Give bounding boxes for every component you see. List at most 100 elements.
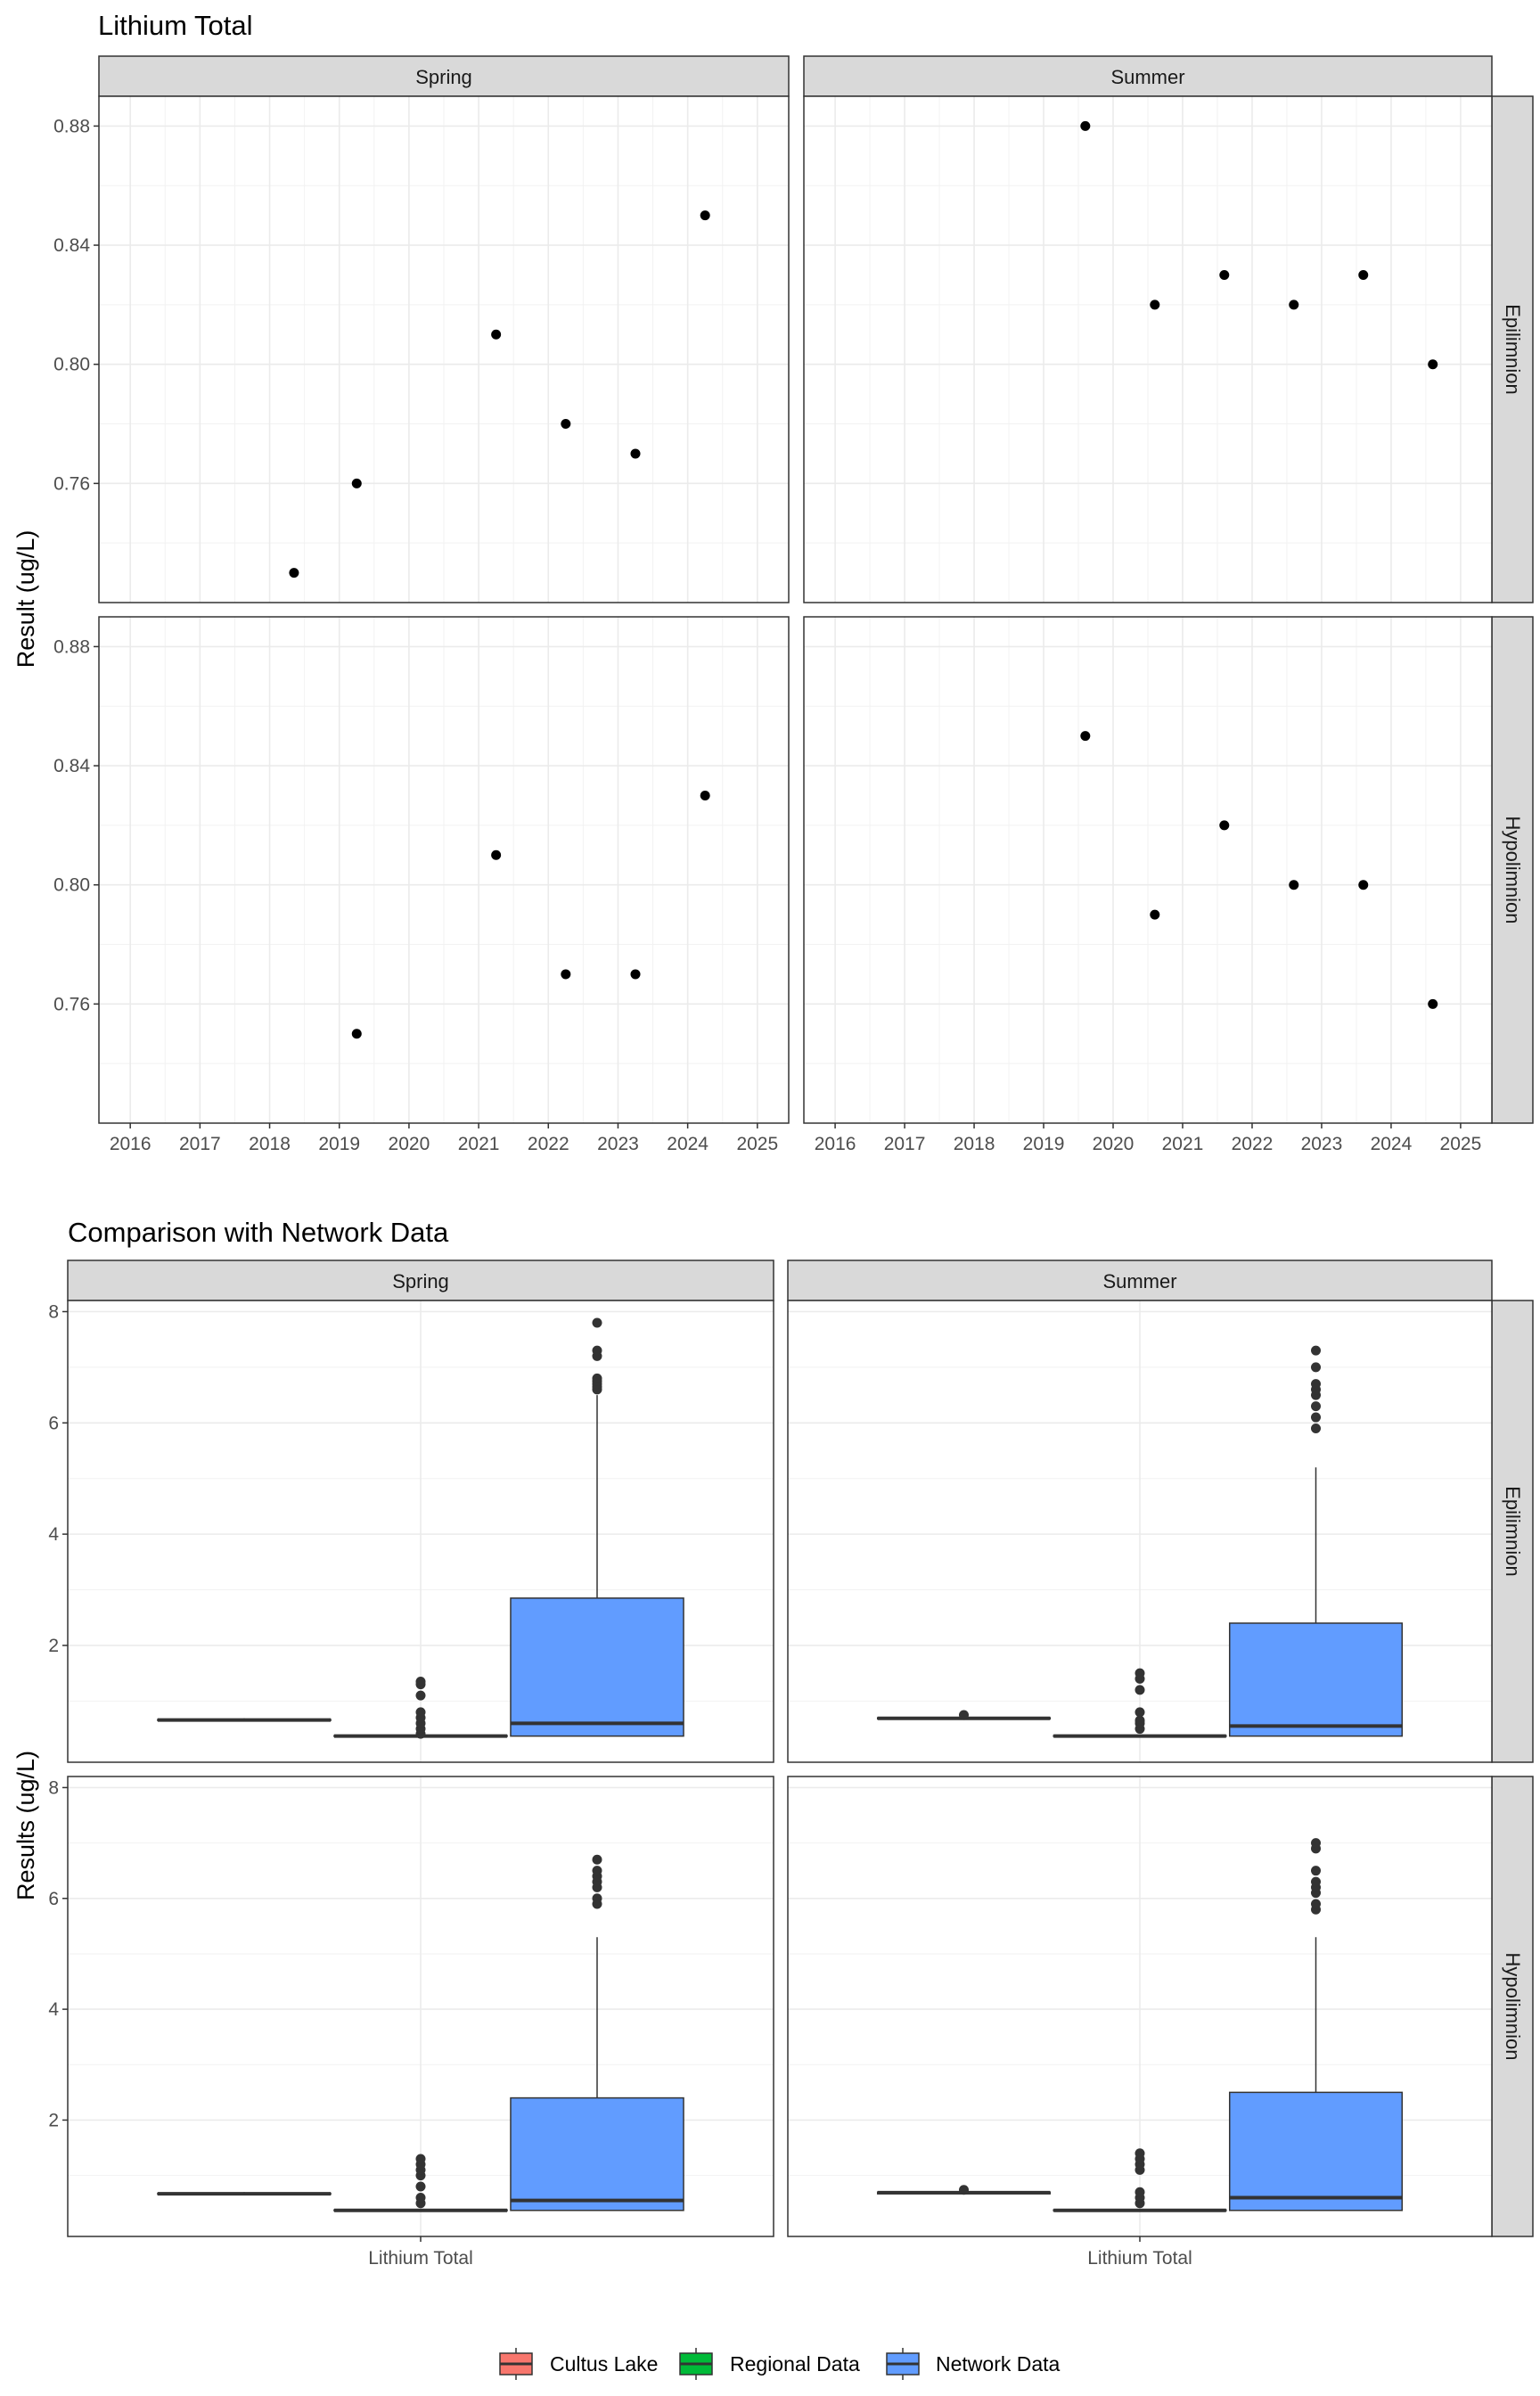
x-tick-label: 2019 bbox=[318, 1134, 360, 1154]
facet-strip-label: Hypolimnion bbox=[1502, 1952, 1524, 2060]
facet-strip-summer bbox=[787, 1260, 1493, 1301]
legend-label: Cultus Lake bbox=[550, 2352, 658, 2375]
box-network-data bbox=[510, 1317, 684, 1737]
box-network-data bbox=[1228, 1345, 1404, 1737]
box-network-data bbox=[1228, 1838, 1404, 2211]
box-cultus-lake bbox=[876, 1710, 1052, 1720]
outlier-point bbox=[1135, 2187, 1145, 2197]
y-tick-label: 0.76 bbox=[53, 473, 90, 494]
data-point bbox=[1219, 820, 1230, 831]
box-body bbox=[510, 1597, 684, 1737]
facet-strip-hypolimnion bbox=[1491, 616, 1534, 1124]
data-point bbox=[1358, 880, 1369, 890]
box-regional-data bbox=[333, 1677, 508, 1739]
facet-panel-spring-epilimnion bbox=[98, 95, 790, 603]
facet-panel-spring-hypolimnion bbox=[67, 1776, 774, 2237]
facet-strip-spring bbox=[98, 55, 790, 97]
x-tick-label: 2020 bbox=[389, 1134, 430, 1154]
y-tick-label: 8 bbox=[48, 1777, 59, 1798]
y-tick-label: 0.84 bbox=[53, 235, 90, 256]
y-tick-label: 4 bbox=[48, 1999, 59, 2020]
facet-strip-spring bbox=[67, 1260, 774, 1301]
panel-border bbox=[803, 616, 1493, 1124]
y-tick-label: 0.76 bbox=[53, 994, 90, 1014]
x-tick-label: 2017 bbox=[884, 1134, 926, 1154]
outlier-point bbox=[959, 2185, 969, 2195]
data-point bbox=[491, 329, 502, 340]
outlier-point bbox=[1311, 1866, 1321, 1876]
x-tick-label: 2020 bbox=[1093, 1134, 1135, 1154]
y-tick-label: 4 bbox=[48, 1524, 59, 1545]
box-cultus-lake bbox=[876, 2185, 1052, 2195]
outlier-point bbox=[1135, 1715, 1145, 1726]
facet-panel-summer-hypolimnion bbox=[803, 616, 1493, 1124]
outlier-point bbox=[415, 1677, 426, 1687]
outlier-point bbox=[1135, 1685, 1145, 1695]
data-point bbox=[630, 448, 641, 459]
x-tick-label: 2023 bbox=[597, 1134, 639, 1154]
data-point bbox=[1150, 909, 1160, 920]
boxplot-chart: Comparison with Network Data Results (ug… bbox=[12, 1217, 1534, 2380]
facet-strip-label: Epilimnion bbox=[1502, 304, 1524, 395]
facet-strip-label: Epilimnion bbox=[1502, 1486, 1524, 1577]
x-tick-label: 2023 bbox=[1301, 1134, 1343, 1154]
box-cultus-lake bbox=[157, 1718, 332, 1722]
data-point bbox=[351, 1029, 362, 1039]
box-body bbox=[510, 2096, 684, 2211]
data-point bbox=[1428, 998, 1438, 1009]
x-tick-label: 2025 bbox=[736, 1134, 778, 1154]
outlier-point bbox=[415, 2192, 426, 2203]
data-point bbox=[351, 478, 362, 488]
outlier-point bbox=[415, 1707, 426, 1718]
y-tick-label: 2 bbox=[48, 1636, 59, 1656]
outlier-point bbox=[1311, 1401, 1321, 1412]
data-point bbox=[1080, 120, 1091, 131]
box-network-data bbox=[510, 1854, 684, 2211]
outlier-point bbox=[592, 1345, 602, 1356]
data-point bbox=[561, 419, 571, 430]
x-tick-label: 2021 bbox=[458, 1134, 500, 1154]
box-body bbox=[1228, 2091, 1404, 2211]
outlier-point bbox=[1311, 1424, 1321, 1434]
facet-strip-epilimnion bbox=[1491, 95, 1534, 603]
data-point bbox=[1289, 880, 1299, 890]
outlier-point bbox=[1311, 1838, 1321, 1849]
panel-border bbox=[787, 1300, 1493, 1763]
outlier-point bbox=[592, 1866, 602, 1876]
legend-item-cultus-lake: Cultus Lake bbox=[499, 2348, 658, 2380]
x-tick-label: 2018 bbox=[249, 1134, 291, 1154]
facet-strip-label: Summer bbox=[1110, 66, 1184, 88]
scatter-chart: Lithium Total Result (ug/L) Spring Summer… bbox=[12, 10, 1534, 1154]
panel-border bbox=[98, 95, 790, 603]
x-tick-label: 2025 bbox=[1440, 1134, 1482, 1154]
y-tick-label: 0.80 bbox=[53, 355, 90, 375]
y-axis-label: Result (ug/L) bbox=[12, 530, 39, 669]
chart-title: Comparison with Network Data bbox=[68, 1217, 449, 1248]
facet-strip-label: Hypolimnion bbox=[1502, 816, 1524, 923]
data-point bbox=[1219, 269, 1230, 280]
data-point bbox=[491, 849, 502, 860]
outlier-point bbox=[415, 2181, 426, 2192]
outlier-point bbox=[1311, 1876, 1321, 1887]
facet-strip-summer bbox=[803, 55, 1493, 97]
facet-strip-label: Spring bbox=[392, 1270, 449, 1292]
y-tick-label: 0.88 bbox=[53, 116, 90, 136]
y-tick-label: 6 bbox=[48, 1889, 59, 1909]
box-cultus-lake bbox=[157, 2192, 332, 2196]
box-body bbox=[1228, 1622, 1404, 1737]
panel-border bbox=[803, 95, 1493, 603]
y-tick-label: 0.84 bbox=[53, 756, 90, 776]
outlier-point bbox=[592, 1854, 602, 1865]
legend-item-network-data: Network Data bbox=[886, 2348, 1061, 2380]
legend-label: Network Data bbox=[936, 2352, 1061, 2375]
outlier-point bbox=[1311, 1362, 1321, 1373]
outlier-point bbox=[1311, 1899, 1321, 1909]
x-tick-label: 2016 bbox=[815, 1134, 856, 1154]
x-tick-label: 2024 bbox=[1371, 1134, 1413, 1154]
data-point bbox=[1358, 269, 1369, 280]
facet-strip-epilimnion bbox=[1491, 1300, 1534, 1763]
box-regional-data bbox=[1053, 2148, 1227, 2212]
x-tick-label: Lithium Total bbox=[368, 2248, 473, 2269]
x-tick-label: 2024 bbox=[667, 1134, 709, 1154]
